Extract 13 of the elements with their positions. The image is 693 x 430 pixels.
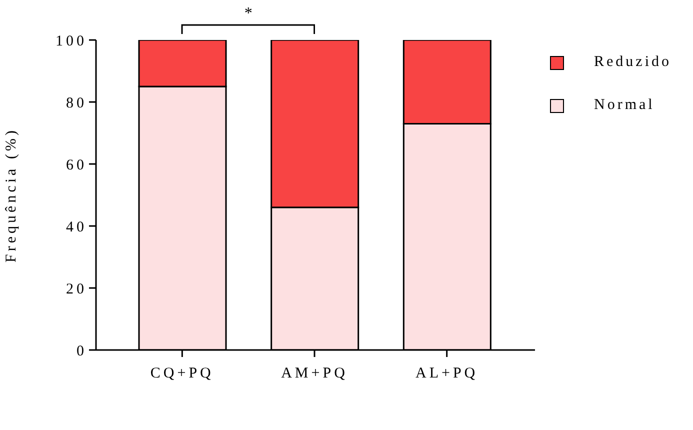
y-axis-title: Frequência (%) (3, 128, 20, 262)
y-tick-label: 20 (66, 281, 87, 298)
legend-label: Normal (594, 97, 655, 114)
x-tick-label: AL+PQ (416, 366, 478, 382)
y-tick-label: 60 (66, 157, 87, 174)
x-tick-label: CQ+PQ (150, 366, 214, 382)
legend-label: Reduzido (594, 54, 672, 71)
y-tick-label: 80 (66, 95, 87, 112)
y-tick-label: 100 (56, 33, 87, 50)
text: * (243, 5, 254, 23)
x-tick-label: AM+PQ (281, 366, 348, 382)
y-tick-label: 40 (66, 219, 87, 236)
y-tick-label: 0 (76, 343, 87, 360)
